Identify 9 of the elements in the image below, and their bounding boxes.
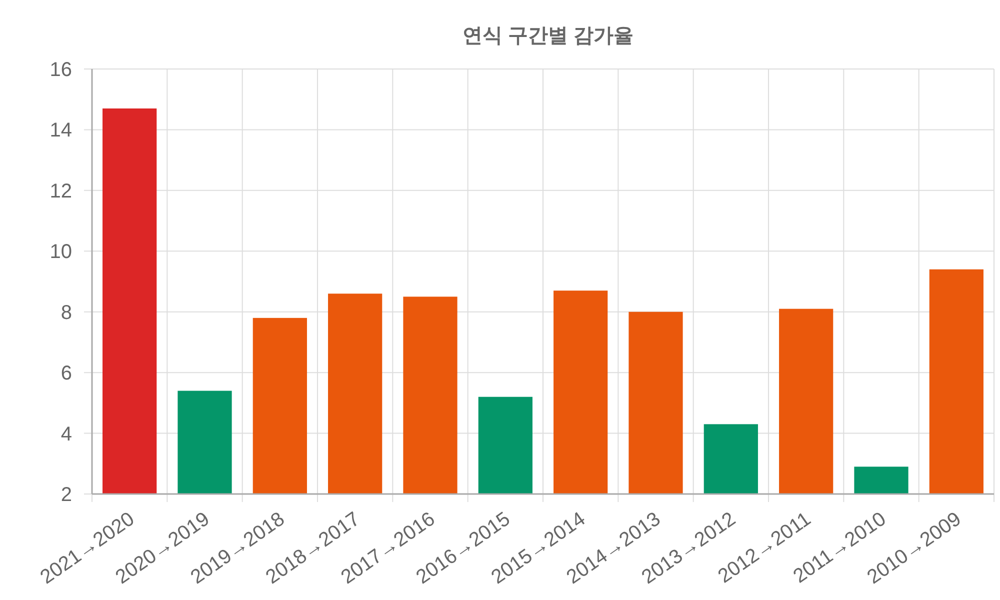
chart-title: 연식 구간별 감가율 bbox=[462, 25, 634, 47]
y-tick-label: 14 bbox=[50, 120, 72, 142]
y-tick-label: 10 bbox=[50, 241, 72, 264]
y-tick-label: 16 bbox=[50, 59, 72, 81]
y-tick-label: 2 bbox=[60, 484, 72, 506]
y-tick-label: 4 bbox=[60, 423, 72, 446]
y-tick-label: 12 bbox=[50, 180, 72, 202]
y-tick-label: 6 bbox=[60, 362, 72, 385]
y-tick-label: 8 bbox=[60, 302, 72, 324]
